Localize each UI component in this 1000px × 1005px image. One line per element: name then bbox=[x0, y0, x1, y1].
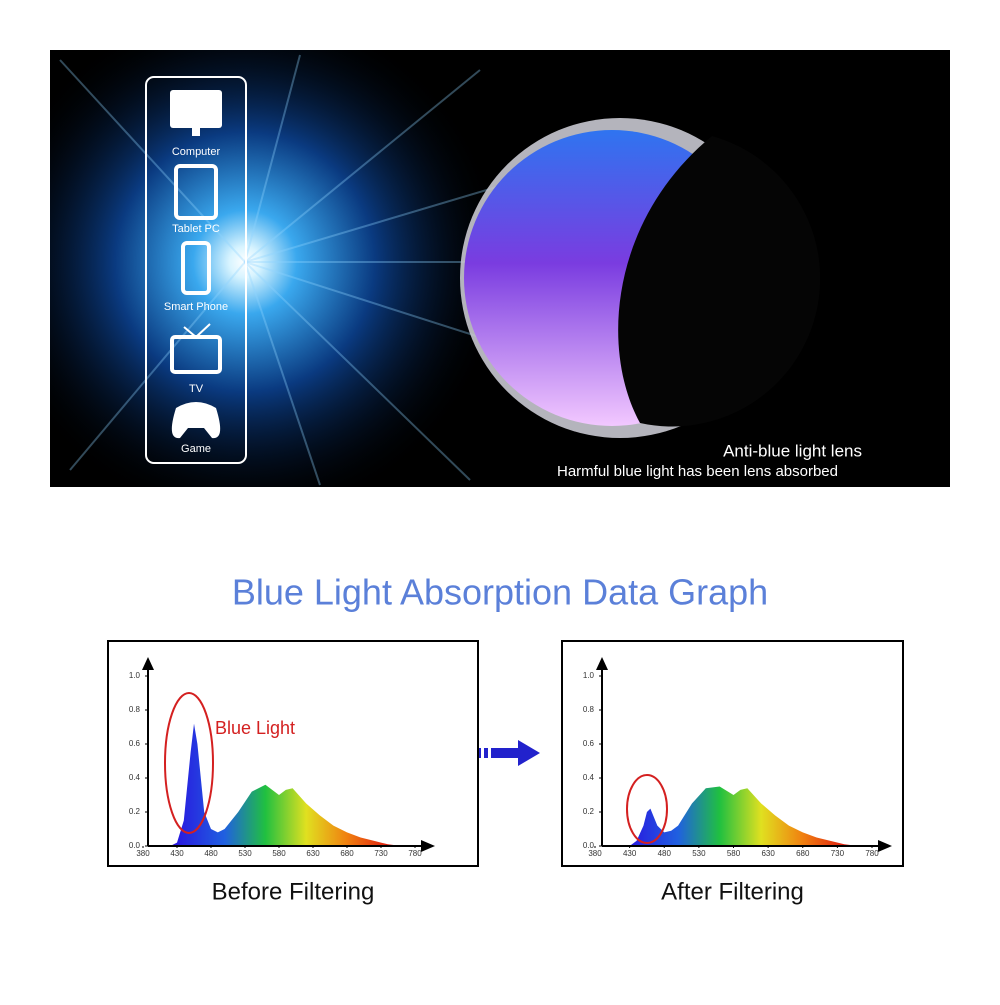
spectrum-area bbox=[170, 723, 402, 846]
device-panel bbox=[145, 76, 247, 464]
y-tick-label: 0.8 bbox=[129, 705, 141, 714]
heading: Blue Light Absorption Data Graph bbox=[232, 572, 768, 613]
x-tick-label: 580 bbox=[272, 849, 286, 858]
y-arrow bbox=[596, 657, 608, 670]
chart: 0.0 0.2 0.4 0.6 0.8 1.0 380 430 480 530 580 630 680 7… bbox=[107, 640, 479, 867]
y-tick-label: 0.4 bbox=[129, 773, 141, 782]
x-tick-label: 380 bbox=[588, 849, 602, 858]
x-tick-label: 680 bbox=[796, 849, 810, 858]
chart: 0.0 0.2 0.4 0.6 0.8 1.0 380 430 480 530 580 630 680 7… bbox=[561, 640, 904, 867]
x-arrow bbox=[878, 840, 892, 852]
x-tick-label: 530 bbox=[238, 849, 252, 858]
x-arrow bbox=[421, 840, 435, 852]
spectrum-area bbox=[622, 786, 859, 846]
rays bbox=[59, 54, 521, 486]
x-tick-label: 480 bbox=[204, 849, 218, 858]
chart-caption: After Filtering bbox=[661, 878, 804, 905]
chart-caption: Before Filtering bbox=[212, 878, 375, 905]
x-tick-label: 630 bbox=[306, 849, 320, 858]
y-tick-label: 0.2 bbox=[583, 807, 595, 816]
y-tick-label: 0.0 bbox=[583, 841, 595, 850]
y-tick-label: 1.0 bbox=[583, 671, 595, 680]
x-tick-label: 430 bbox=[623, 849, 637, 858]
x-tick-label: 730 bbox=[374, 849, 388, 858]
annotation: Blue Light bbox=[215, 718, 295, 738]
device-label: Tablet PC bbox=[172, 223, 220, 235]
highlight-ellipse bbox=[626, 774, 668, 844]
device-label: Computer bbox=[172, 146, 221, 158]
x-tick-label: 680 bbox=[340, 849, 354, 858]
lens-subtitle: Harmful blue light has been lens absorbe… bbox=[557, 463, 838, 480]
x-tick-label: 380 bbox=[136, 849, 150, 858]
lens-title: Anti-blue light lens bbox=[723, 441, 862, 460]
y-tick-label: 1.0 bbox=[129, 671, 141, 680]
x-tick-label: 780 bbox=[408, 849, 422, 858]
y-tick-label: 0.4 bbox=[583, 773, 595, 782]
y-tick-label: 0.6 bbox=[583, 739, 595, 748]
highlight-ellipse bbox=[164, 692, 214, 834]
x-tick-label: 630 bbox=[761, 849, 775, 858]
x-tick-label: 530 bbox=[692, 849, 706, 858]
y-tick-label: 0.8 bbox=[583, 705, 595, 714]
y-tick-label: 0.6 bbox=[129, 739, 141, 748]
device-label: Smart Phone bbox=[164, 301, 228, 313]
y-tick-label: 0.2 bbox=[129, 807, 141, 816]
lens-clear bbox=[618, 136, 821, 427]
x-tick-label: 780 bbox=[865, 849, 879, 858]
device-label: TV bbox=[189, 383, 204, 395]
x-tick-label: 480 bbox=[658, 849, 672, 858]
y-tick-label: 0.0 bbox=[129, 841, 141, 850]
x-tick-label: 580 bbox=[727, 849, 741, 858]
x-tick-label: 430 bbox=[170, 849, 184, 858]
device-icons bbox=[170, 90, 222, 439]
banner: Anti-blue light lens Harmful blue light … bbox=[50, 50, 950, 487]
x-tick-label: 730 bbox=[831, 849, 845, 858]
y-arrow bbox=[142, 657, 154, 670]
device-label: Game bbox=[181, 443, 211, 455]
